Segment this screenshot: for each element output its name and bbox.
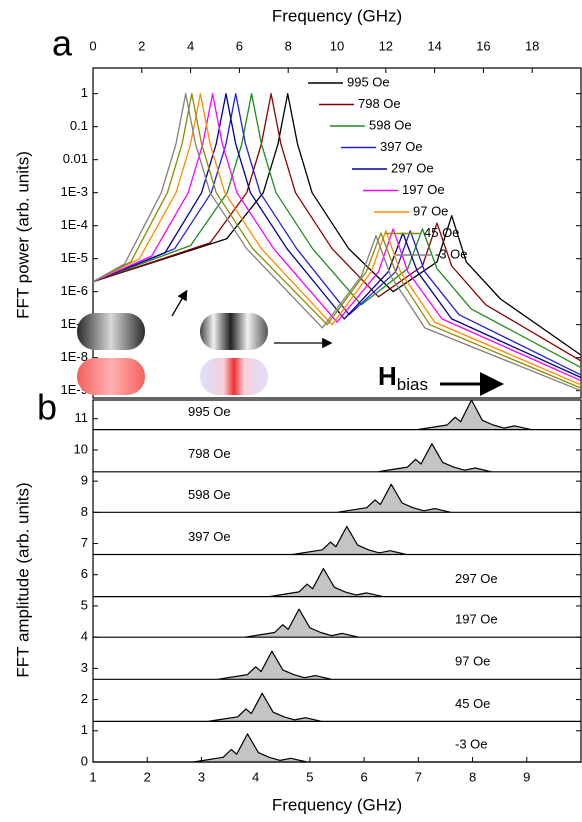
y-axis-title: FFT amplitude (arb. units) [13,482,32,677]
trace-label: 598 Oe [188,487,231,502]
y-tick-label: 10 [74,441,88,456]
ridge-trace [92,399,582,431]
legend-label: 97 Oe [413,203,448,218]
trace-label: 397 Oe [188,529,231,544]
series-line [92,93,582,392]
y-tick-label: 5 [81,597,88,612]
y-tick-label: 9 [81,473,88,488]
y-tick-label: 1 [81,722,88,737]
y-tick-label: 0 [81,753,88,768]
y-tick-label: 1 [81,85,88,100]
annotation-text: H [378,361,397,391]
ridge-trace [92,650,582,680]
y-tick-label: 0.01 [63,151,88,166]
ridge-trace [92,567,582,598]
trace-label: 995 Oe [188,404,231,419]
arrow [171,289,188,317]
x-tick-label: 3 [198,769,205,784]
x-tick-label: 6 [360,769,367,784]
series-line [92,93,582,356]
ridge-trace [92,608,582,638]
y-tick-label: 4 [81,629,88,644]
x-tick-label: 0 [89,38,96,53]
ridge-trace [92,733,582,763]
x-tick-label: 1 [89,769,96,784]
legend-label: 995 Oe [347,74,390,89]
trace-label: 97 Oe [455,654,490,669]
series-line [92,93,582,382]
x-tick-label: 4 [252,769,259,784]
trace-label: -3 Oe [455,736,488,751]
legend-label: 798 Oe [358,96,401,111]
panel-label: a [52,23,73,64]
x-tick-label: 16 [476,38,490,53]
ridge-trace [92,692,582,723]
y-tick-label: 2 [81,691,88,706]
x-tick-label: 8 [469,769,476,784]
inset-images: Hbias [77,289,504,396]
x-tick-label: 4 [187,38,194,53]
plot-frame [92,399,582,763]
inset-image [77,358,145,395]
x-tick-label: 2 [144,769,151,784]
y-tick-label: 1E-3 [61,184,88,199]
series-line [92,93,582,362]
trace-label: 798 Oe [188,446,231,461]
trace-label: 297 Oe [455,571,498,586]
inset-image [200,313,268,350]
y-tick-label: 1E-8 [61,349,88,364]
trace-label: 45 Oe [455,696,490,711]
y-tick-label: 1E-5 [61,250,88,265]
y-tick-label: 1E-6 [61,283,88,298]
plot-frame [92,67,582,399]
series-line [92,93,582,389]
x-tick-label: 10 [330,38,344,53]
x-tick-label: 2 [138,38,145,53]
x-axis-title: Frequency (GHz) [272,795,402,814]
panel-label: b [37,387,57,428]
legend-label: 197 Oe [402,182,445,197]
x-tick-label: 8 [285,38,292,53]
y-tick-label: 6 [81,566,88,581]
x-tick-label: 14 [427,38,441,53]
x-axis-title: Frequency (GHz) [272,6,402,25]
inset-image [200,358,268,395]
y-tick-label: 1E-4 [61,217,88,232]
legend-label: 397 Oe [380,139,423,154]
series-line [92,93,582,386]
y-tick-label: 11 [75,410,89,425]
ridge-trace [92,443,582,473]
x-tick-label: 7 [415,769,422,784]
y-tick-label: 3 [81,660,88,675]
legend-label: -3 Oe [435,246,468,261]
legend-label: 297 Oe [391,160,434,175]
y-axis-title: FFT power (arb. units) [13,151,32,319]
y-tick-label: 0.1 [70,118,88,133]
x-tick-label: 5 [306,769,313,784]
x-tick-label: 18 [525,38,539,53]
x-tick-label: 6 [236,38,243,53]
inset-image [77,313,145,350]
trace-label: 197 Oe [455,612,498,627]
legend-label: 45 Oe [424,225,459,240]
x-tick-label: 9 [523,769,530,784]
legend-label: 598 Oe [369,117,412,132]
annotation-subscript: bias [397,375,428,394]
ridge-trace [92,483,582,513]
series-line [92,93,582,379]
annotation: Hbias [378,361,428,395]
x-tick-label: 12 [379,38,393,53]
y-tick-label: 8 [81,504,88,519]
series-line [92,93,582,369]
y-tick-label: 7 [81,535,88,550]
ridge-trace [92,525,582,556]
